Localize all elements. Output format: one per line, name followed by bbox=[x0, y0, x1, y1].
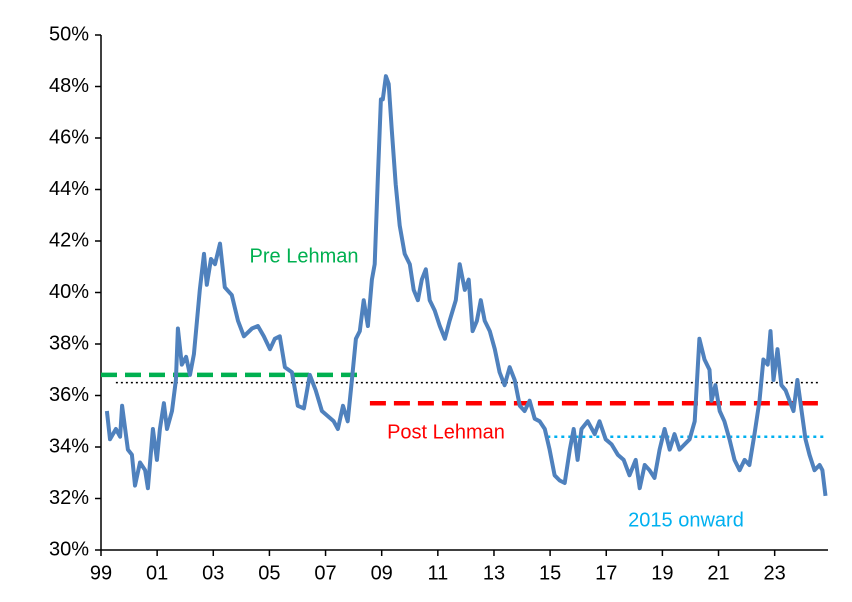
y-tick-label: 50% bbox=[49, 23, 89, 45]
reference-label: Pre Lehman bbox=[250, 245, 359, 267]
x-tick-label: 23 bbox=[764, 562, 786, 584]
x-tick-label: 15 bbox=[539, 562, 561, 584]
x-tick-label: 07 bbox=[314, 562, 336, 584]
reference-label: 2015 onward bbox=[628, 509, 744, 531]
x-tick-label: 01 bbox=[146, 562, 168, 584]
y-tick-label: 42% bbox=[49, 229, 89, 251]
x-tick-label: 03 bbox=[202, 562, 224, 584]
x-tick-label: 09 bbox=[371, 562, 393, 584]
y-tick-label: 34% bbox=[49, 435, 89, 457]
reference-label: Post Lehman bbox=[387, 421, 505, 443]
x-tick-label: 19 bbox=[651, 562, 673, 584]
x-tick-label: 13 bbox=[483, 562, 505, 584]
x-tick-label: 99 bbox=[90, 562, 112, 584]
y-tick-label: 46% bbox=[49, 126, 89, 148]
y-tick-label: 32% bbox=[49, 487, 89, 509]
x-tick-label: 21 bbox=[707, 562, 729, 584]
x-tick-label: 05 bbox=[258, 562, 280, 584]
y-tick-label: 36% bbox=[49, 384, 89, 406]
y-tick-label: 40% bbox=[49, 281, 89, 303]
x-tick-label: 17 bbox=[595, 562, 617, 584]
x-tick-label: 11 bbox=[427, 562, 448, 584]
y-tick-label: 30% bbox=[49, 538, 89, 560]
y-tick-label: 48% bbox=[49, 75, 89, 97]
y-tick-label: 38% bbox=[49, 332, 89, 354]
y-tick-label: 44% bbox=[49, 178, 89, 200]
data-line bbox=[104, 74, 828, 497]
